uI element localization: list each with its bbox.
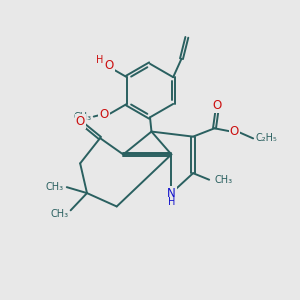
Text: N: N bbox=[167, 187, 176, 200]
Text: O: O bbox=[99, 108, 109, 121]
Text: O: O bbox=[212, 99, 221, 112]
Text: O: O bbox=[230, 125, 239, 138]
Text: CH₃: CH₃ bbox=[46, 182, 64, 192]
Text: CH₃: CH₃ bbox=[50, 209, 68, 219]
Text: O: O bbox=[76, 115, 85, 128]
Text: CH₃: CH₃ bbox=[73, 112, 92, 122]
Text: H: H bbox=[96, 55, 103, 65]
Text: O: O bbox=[105, 59, 114, 72]
Text: CH₃: CH₃ bbox=[214, 175, 232, 185]
Text: C₂H₅: C₂H₅ bbox=[256, 134, 277, 143]
Text: H: H bbox=[168, 197, 175, 207]
